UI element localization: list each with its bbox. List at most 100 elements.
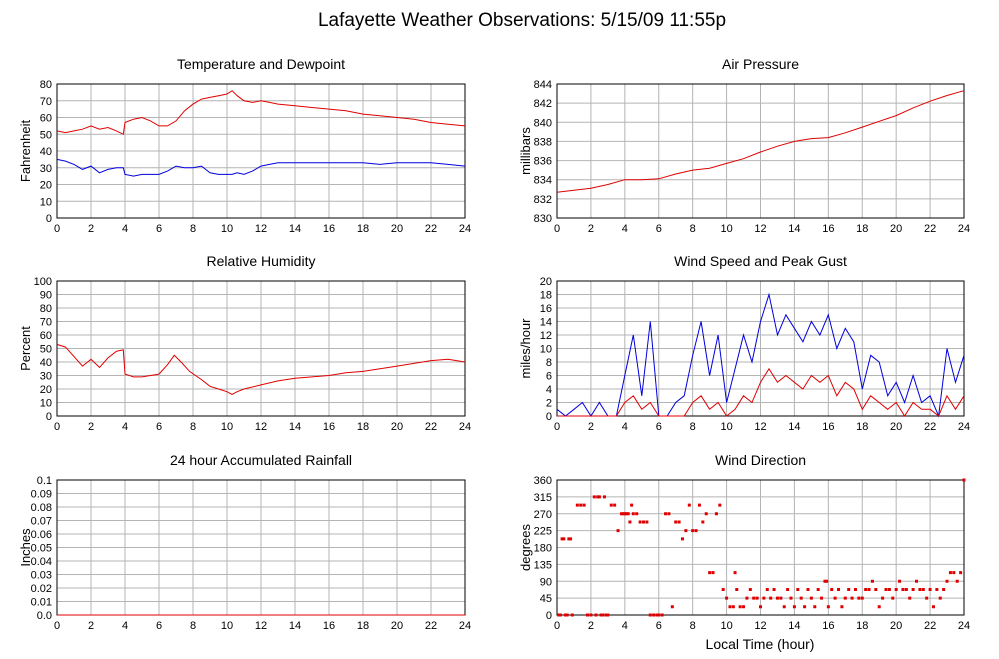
y-tick-label: 840 bbox=[534, 117, 552, 129]
wind-direction-point bbox=[625, 512, 629, 516]
wind-direction-point bbox=[908, 596, 912, 600]
y-tick-label: 6 bbox=[546, 371, 552, 383]
x-tick-label: 4 bbox=[622, 421, 628, 433]
wind-direction-point bbox=[918, 588, 922, 591]
figure-title: Lafayette Weather Observations: 5/15/09 … bbox=[318, 10, 726, 31]
wind-direction-point bbox=[847, 588, 851, 591]
wind-direction-point bbox=[655, 613, 659, 617]
y-tick-label: 0.04 bbox=[31, 556, 52, 568]
wind-direction-point bbox=[867, 588, 871, 591]
x-tick-label: 12 bbox=[754, 223, 766, 235]
plot-frame bbox=[56, 280, 466, 417]
wind-direction-point bbox=[813, 605, 817, 609]
wind-direction-point bbox=[594, 613, 598, 617]
wind-direction-point bbox=[599, 613, 603, 617]
wind-direction-point bbox=[935, 588, 939, 591]
x-tick-label: 0 bbox=[554, 421, 560, 433]
wind-direction-point bbox=[823, 579, 827, 583]
y-tick-label: 834 bbox=[534, 175, 552, 187]
y-tick-label: 0.03 bbox=[31, 570, 52, 582]
wind-direction-point bbox=[733, 571, 737, 575]
wind-direction-point bbox=[563, 613, 567, 617]
y-tick-label: 844 bbox=[534, 79, 552, 91]
wind-direction-point bbox=[728, 605, 732, 609]
wind-direction-point bbox=[825, 579, 829, 583]
wind-direction-point bbox=[884, 588, 888, 591]
x-tick-label: 2 bbox=[588, 223, 594, 235]
wind-direction-point bbox=[562, 537, 566, 541]
wind-direction-point bbox=[560, 537, 564, 541]
plot-frame bbox=[556, 479, 965, 616]
wind-direction-point bbox=[759, 605, 762, 609]
wind-direction-point bbox=[860, 596, 864, 600]
y-tick-label: 836 bbox=[534, 156, 552, 168]
wind-direction-point bbox=[938, 596, 942, 600]
y-tick-label: 0.05 bbox=[31, 543, 52, 555]
wind-direction-point bbox=[792, 605, 796, 609]
y-tick-label: 90 bbox=[40, 290, 52, 302]
y-tick-label: 50 bbox=[40, 129, 52, 141]
wind-direction-point bbox=[931, 605, 935, 609]
wind-direction-point bbox=[887, 588, 891, 591]
y-tick-label: 0.07 bbox=[31, 516, 52, 528]
x-tick-label: 0 bbox=[554, 620, 560, 632]
wind-direction-point bbox=[592, 495, 596, 499]
plot-frame bbox=[56, 83, 466, 219]
x-tick-label: 20 bbox=[890, 421, 902, 433]
wind-direction-point bbox=[840, 605, 844, 609]
x-tick-label: 24 bbox=[459, 421, 471, 433]
x-tick-label: 14 bbox=[788, 620, 800, 632]
wind-direction-point bbox=[711, 571, 715, 575]
y-tick-label: 30 bbox=[40, 163, 52, 175]
wind-direction-point bbox=[853, 588, 857, 591]
x-tick-label: 22 bbox=[924, 421, 936, 433]
wind-direction-point bbox=[772, 588, 776, 591]
wind-direction-point bbox=[687, 503, 691, 507]
chart-title: 24 hour Accumulated Rainfall bbox=[170, 452, 352, 468]
wind-direction-point bbox=[628, 520, 632, 524]
x-tick-label: 6 bbox=[656, 223, 662, 235]
wind-direction-point bbox=[745, 596, 749, 600]
y-tick-label: 100 bbox=[34, 276, 52, 288]
y-tick-label: 225 bbox=[534, 526, 552, 538]
x-tick-label: 0 bbox=[54, 223, 60, 235]
wind-direction-point bbox=[558, 613, 562, 617]
x-tick-label: 16 bbox=[323, 421, 335, 433]
x-tick-label: 10 bbox=[720, 421, 732, 433]
wind-direction-point bbox=[948, 571, 952, 575]
y-tick-label: 10 bbox=[40, 398, 52, 410]
y-tick-label: 10 bbox=[40, 196, 52, 208]
series-line-0 bbox=[56, 90, 466, 136]
wind-direction-point bbox=[775, 596, 779, 600]
y-tick-label: 60 bbox=[40, 113, 52, 125]
y-tick-label: 0.06 bbox=[31, 529, 52, 541]
y-tick-label: 0 bbox=[46, 213, 52, 225]
wind-direction-point bbox=[667, 512, 671, 516]
wind-direction-point bbox=[569, 537, 573, 541]
wind-direction-point bbox=[881, 596, 885, 600]
wind-direction-point bbox=[604, 613, 608, 617]
wind-direction-point bbox=[748, 588, 752, 591]
y-tick-label: 18 bbox=[540, 290, 552, 302]
chart-title: Temperature and Dewpoint bbox=[177, 56, 345, 72]
x-tick-label: 20 bbox=[890, 223, 902, 235]
wind-direction-point bbox=[657, 613, 661, 617]
x-tick-label: 8 bbox=[690, 421, 696, 433]
x-tick-label: 18 bbox=[856, 620, 868, 632]
wind-direction-point bbox=[945, 579, 949, 583]
x-tick-label: 10 bbox=[720, 223, 732, 235]
x-tick-label: 22 bbox=[924, 620, 936, 632]
y-tick-label: 0 bbox=[546, 411, 552, 423]
x-tick-label: 6 bbox=[156, 223, 162, 235]
wind-direction-point bbox=[955, 579, 959, 583]
y-axis-label: Fahrenheit bbox=[18, 120, 33, 183]
wind-direction-point bbox=[708, 571, 712, 575]
x-tick-label: 8 bbox=[190, 223, 196, 235]
wind-direction-point bbox=[606, 613, 610, 617]
wind-direction-point bbox=[820, 596, 824, 600]
x-tick-label: 18 bbox=[357, 620, 369, 632]
x-tick-label: 6 bbox=[156, 620, 162, 632]
y-tick-label: 830 bbox=[534, 213, 552, 225]
